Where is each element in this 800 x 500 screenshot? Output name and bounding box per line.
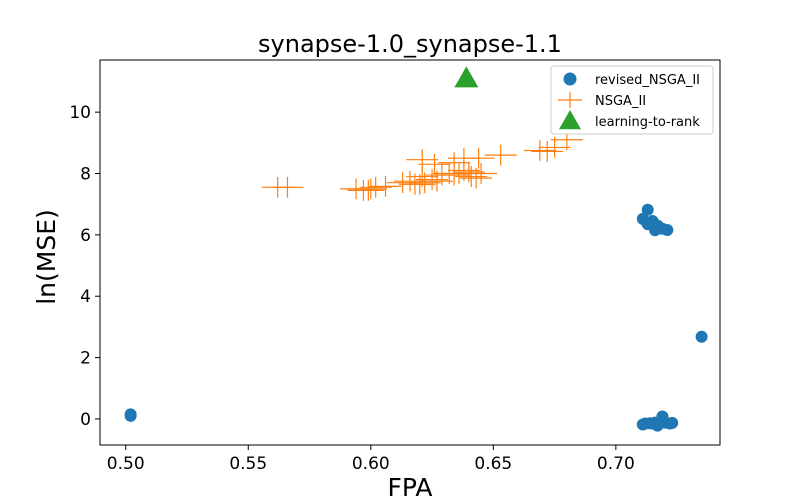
y-tick-label: 0 bbox=[80, 410, 91, 430]
data-point-plus bbox=[460, 167, 493, 189]
chart-title: synapse-1.0_synapse-1.1 bbox=[258, 30, 562, 58]
x-tick-label: 0.60 bbox=[352, 454, 390, 474]
y-tick-label: 8 bbox=[80, 165, 91, 185]
legend-marker bbox=[559, 110, 581, 130]
data-point-plus bbox=[359, 176, 392, 198]
x-tick-label: 0.70 bbox=[597, 454, 635, 474]
legend-label: learning-to-rank bbox=[595, 115, 700, 130]
y-axis-ticks: 0 2 4 6 8 10 bbox=[69, 103, 100, 430]
data-point-circle bbox=[695, 330, 708, 343]
data-point-circle bbox=[641, 203, 654, 216]
legend-frame bbox=[550, 65, 714, 135]
data-point-plus bbox=[406, 149, 439, 171]
data-point-plus bbox=[352, 179, 385, 201]
legend-marker bbox=[563, 72, 577, 86]
y-tick-label: 4 bbox=[80, 287, 91, 307]
data-point-plus bbox=[416, 169, 449, 191]
data-point-plus bbox=[484, 144, 517, 166]
y-tick-label: 2 bbox=[80, 349, 91, 369]
legend-label: NSGA_II bbox=[595, 94, 646, 109]
data-point-triangle bbox=[454, 66, 479, 88]
y-tick-label: 10 bbox=[69, 103, 91, 123]
data-point-plus bbox=[465, 163, 498, 184]
data-point-plus bbox=[354, 178, 387, 200]
x-tick-label: 0.50 bbox=[107, 454, 145, 474]
data-point-plus bbox=[394, 170, 426, 192]
data-point-plus bbox=[403, 173, 436, 195]
data-point-plus bbox=[438, 152, 471, 174]
data-point-plus bbox=[369, 175, 402, 197]
data-point-plus bbox=[408, 172, 441, 194]
data-point-plus bbox=[523, 140, 556, 161]
legend-label: revised_NSGA_II bbox=[595, 73, 700, 88]
data-point-plus bbox=[452, 161, 485, 183]
data-point-plus bbox=[418, 153, 451, 175]
legend: revised_NSGA_II NSGA_II learning-to-rank bbox=[550, 65, 714, 135]
data-point-plus bbox=[531, 141, 564, 162]
data-point-circle bbox=[666, 416, 679, 429]
data-point-circle bbox=[661, 223, 674, 236]
data-point-plus bbox=[538, 137, 571, 158]
x-tick-label: 0.55 bbox=[229, 454, 267, 474]
x-axis-ticks: 0.50 0.55 0.60 0.65 0.70 bbox=[107, 445, 635, 474]
y-tick-label: 6 bbox=[80, 226, 91, 246]
data-point-circle bbox=[124, 409, 137, 422]
data-marks bbox=[124, 66, 708, 432]
data-point-plus bbox=[420, 170, 453, 192]
data-point-plus bbox=[462, 147, 495, 169]
x-tick-label: 0.65 bbox=[474, 454, 512, 474]
x-axis-title: FPA bbox=[388, 473, 433, 500]
y-axis-title: ln(MSE) bbox=[32, 209, 61, 305]
legend-marker bbox=[558, 92, 582, 108]
data-point-plus bbox=[455, 166, 488, 187]
data-point-plus bbox=[271, 176, 304, 198]
